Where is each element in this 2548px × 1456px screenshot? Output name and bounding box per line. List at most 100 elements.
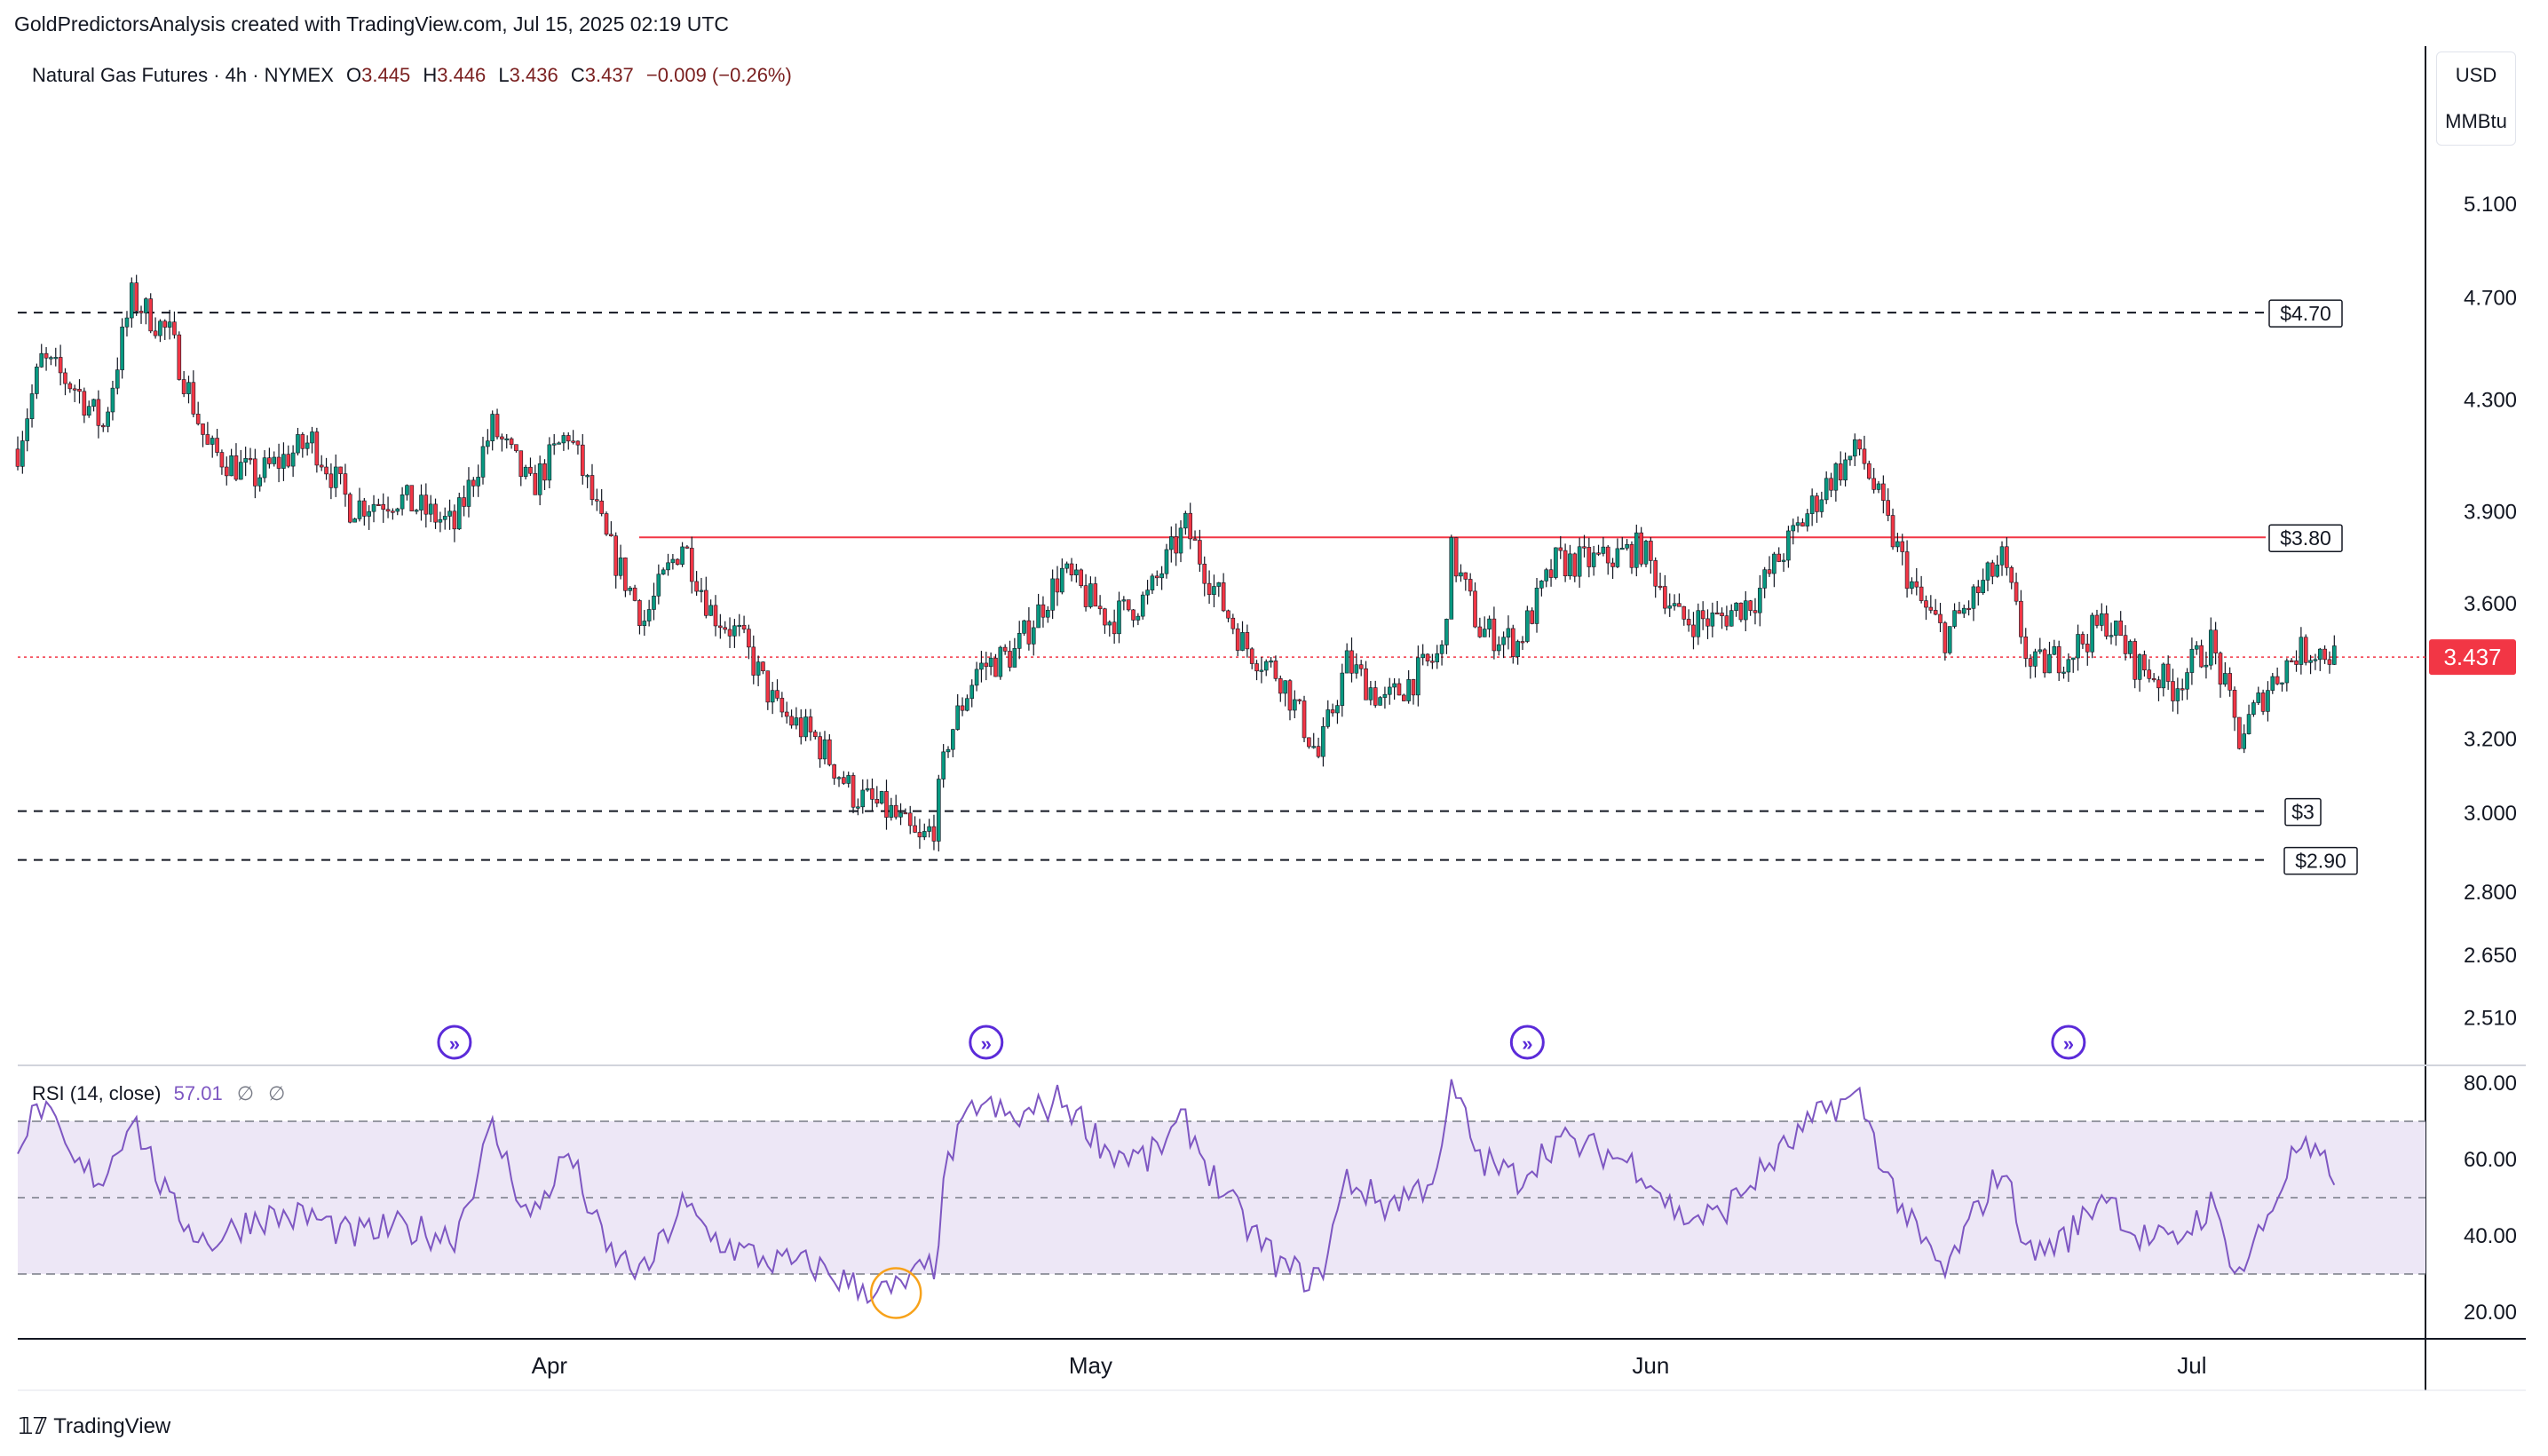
candle-body	[1625, 543, 1629, 549]
candle-body	[1758, 588, 1762, 613]
candle-body	[2317, 648, 2322, 661]
time-axis-label: Jun	[1632, 1352, 1669, 1379]
rsi-title[interactable]: RSI (14, close)	[32, 1082, 162, 1104]
candle-body	[514, 444, 518, 452]
candle-body	[913, 825, 917, 833]
candle-body	[1354, 664, 1359, 674]
candle-body	[124, 317, 130, 328]
candle-body	[1121, 599, 1127, 602]
candle-body	[1083, 585, 1088, 607]
currency-label: USD	[2455, 64, 2497, 86]
candle-body	[2100, 613, 2104, 626]
candle-body	[2009, 567, 2014, 583]
price-axis-tick: 2.510	[2464, 1006, 2517, 1030]
candle-body	[2085, 644, 2090, 653]
candle-body	[1824, 478, 1829, 501]
candle-body	[267, 457, 272, 464]
symbol-name[interactable]: Natural Gas Futures · 4h · NYMEX	[32, 64, 334, 86]
candle-body	[1325, 709, 1331, 727]
candle-body	[381, 503, 386, 510]
candle-body	[1643, 541, 1649, 565]
candle-body	[917, 832, 922, 838]
price-axis-tick: 3.200	[2464, 727, 2517, 751]
tradingview-brand[interactable]: 𝟙𝟟 TradingView	[18, 1412, 170, 1440]
candle-body	[77, 389, 82, 392]
candle-body	[1382, 693, 1388, 698]
event-arrow: »	[449, 1033, 460, 1055]
candle-body	[1990, 562, 1995, 577]
candle-body	[172, 321, 177, 336]
unit-selector[interactable]: USD MMBtu	[2436, 51, 2516, 146]
candle-body	[1311, 746, 1317, 748]
candle-body	[646, 609, 652, 621]
candle-body	[2199, 645, 2204, 668]
candle-body	[1577, 546, 1582, 577]
price-axis-tick: 2.650	[2464, 944, 2517, 968]
candle-body	[1999, 546, 2005, 566]
candle-body	[1672, 603, 1677, 606]
candle-body	[1321, 726, 1325, 757]
candle-body	[428, 503, 433, 515]
candle-body	[604, 513, 609, 535]
candle-body	[181, 379, 186, 394]
candle-body	[812, 732, 818, 737]
candle-body	[1910, 581, 1914, 590]
candle-body	[1591, 552, 1596, 567]
brand-name: TradingView	[53, 1413, 171, 1438]
candle-body	[723, 627, 727, 630]
candle-body	[2303, 637, 2308, 663]
candle-body	[718, 625, 723, 629]
candle-body	[2204, 664, 2209, 668]
candle-body	[1696, 610, 1701, 637]
candle-body	[675, 558, 680, 566]
candle-body	[1786, 530, 1791, 561]
candle-body	[571, 440, 575, 443]
candle-body	[1904, 551, 1910, 590]
candle-body	[1781, 559, 1786, 562]
candle-body	[666, 562, 670, 571]
candle-body	[367, 510, 371, 517]
candle-body	[509, 438, 514, 445]
candle-body	[2180, 688, 2185, 691]
low-value: 3.436	[509, 64, 558, 86]
candle-body	[590, 475, 595, 500]
event-circle	[969, 1025, 1004, 1060]
price-axis-tick: 3.900	[2464, 501, 2517, 525]
candle-body	[1876, 483, 1881, 490]
candle-body	[480, 446, 486, 478]
candle-body	[39, 352, 44, 368]
candle-body	[1245, 632, 1250, 650]
candle-body	[409, 485, 415, 511]
event-arrow: »	[2063, 1033, 2074, 1055]
rsi-axis-tick: 60.00	[2464, 1148, 2517, 1172]
candle-body	[1112, 621, 1117, 635]
candle-body	[893, 804, 898, 818]
candle-body	[1653, 560, 1658, 587]
candle-body	[58, 357, 63, 374]
candle-body	[86, 406, 91, 416]
candle-body	[115, 369, 120, 389]
candle-body	[1169, 536, 1174, 550]
candle-body	[2332, 645, 2337, 665]
candle-body	[1435, 653, 1440, 662]
candle-body	[2038, 649, 2043, 653]
candle-body	[1966, 607, 1971, 610]
candle-body	[2165, 663, 2171, 682]
candle-body	[1534, 588, 1539, 624]
candle-body	[860, 789, 866, 808]
candle-body	[1420, 653, 1425, 659]
candle-body	[153, 330, 158, 336]
candle-body	[144, 298, 148, 313]
candle-body	[879, 791, 884, 803]
candle-body	[836, 777, 842, 779]
open-value: 3.445	[361, 64, 411, 86]
candle-body	[1520, 641, 1525, 644]
candle-body	[1079, 569, 1084, 586]
candle-body	[1530, 610, 1534, 624]
candle-body	[272, 456, 277, 464]
candle-body	[1663, 586, 1667, 609]
candle-body	[1330, 709, 1335, 714]
candle-body	[1378, 697, 1382, 706]
candle-body	[1619, 548, 1625, 550]
